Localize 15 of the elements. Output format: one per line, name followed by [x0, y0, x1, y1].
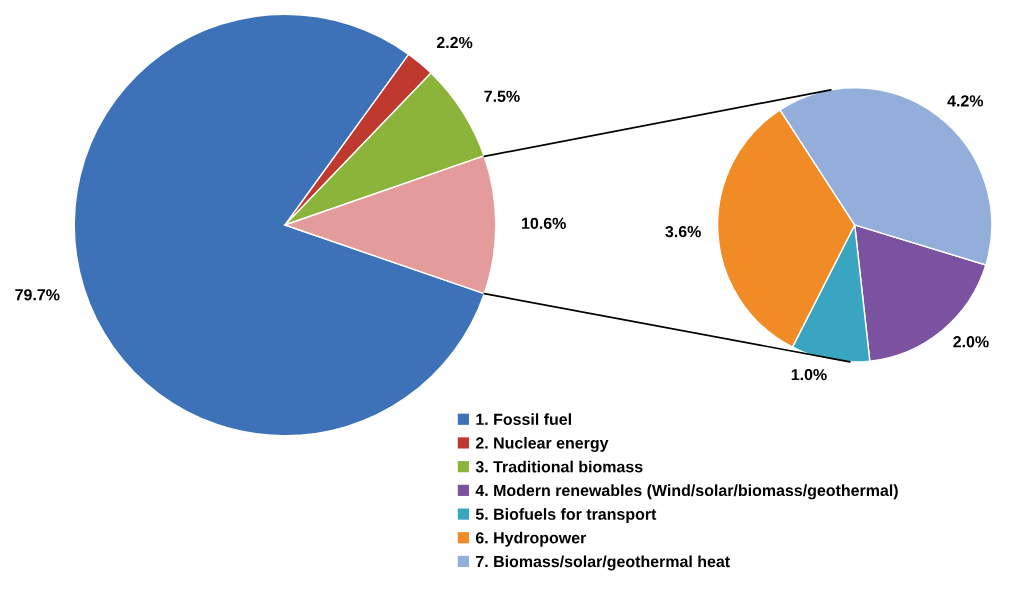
legend-label: 4. Modern renewables (Wind/solar/biomass/geothermal) — [475, 484, 898, 500]
data-label: 7.5% — [484, 90, 520, 102]
legend-label: 2. Nuclear energy — [475, 436, 609, 452]
data-label: 2.2% — [436, 36, 473, 49]
data-label: 2.0% — [953, 336, 989, 348]
data-label: 4.2% — [947, 95, 984, 107]
data-label: 3.6% — [665, 225, 701, 238]
data-label: 1.0% — [791, 368, 827, 381]
legend-label: 5. Biofuels for transport — [475, 508, 657, 523]
legend-label: 6. Hydropower — [475, 531, 587, 547]
data-label: 10.6% — [522, 217, 566, 229]
data-label: 79.7% — [15, 289, 60, 301]
legend-label: 3. Traditional biomass — [475, 460, 643, 473]
legend-label: 1. Fossil fuel — [476, 413, 571, 425]
legend-label: 7. Biomass/solar/geothermal heat — [476, 555, 730, 571]
